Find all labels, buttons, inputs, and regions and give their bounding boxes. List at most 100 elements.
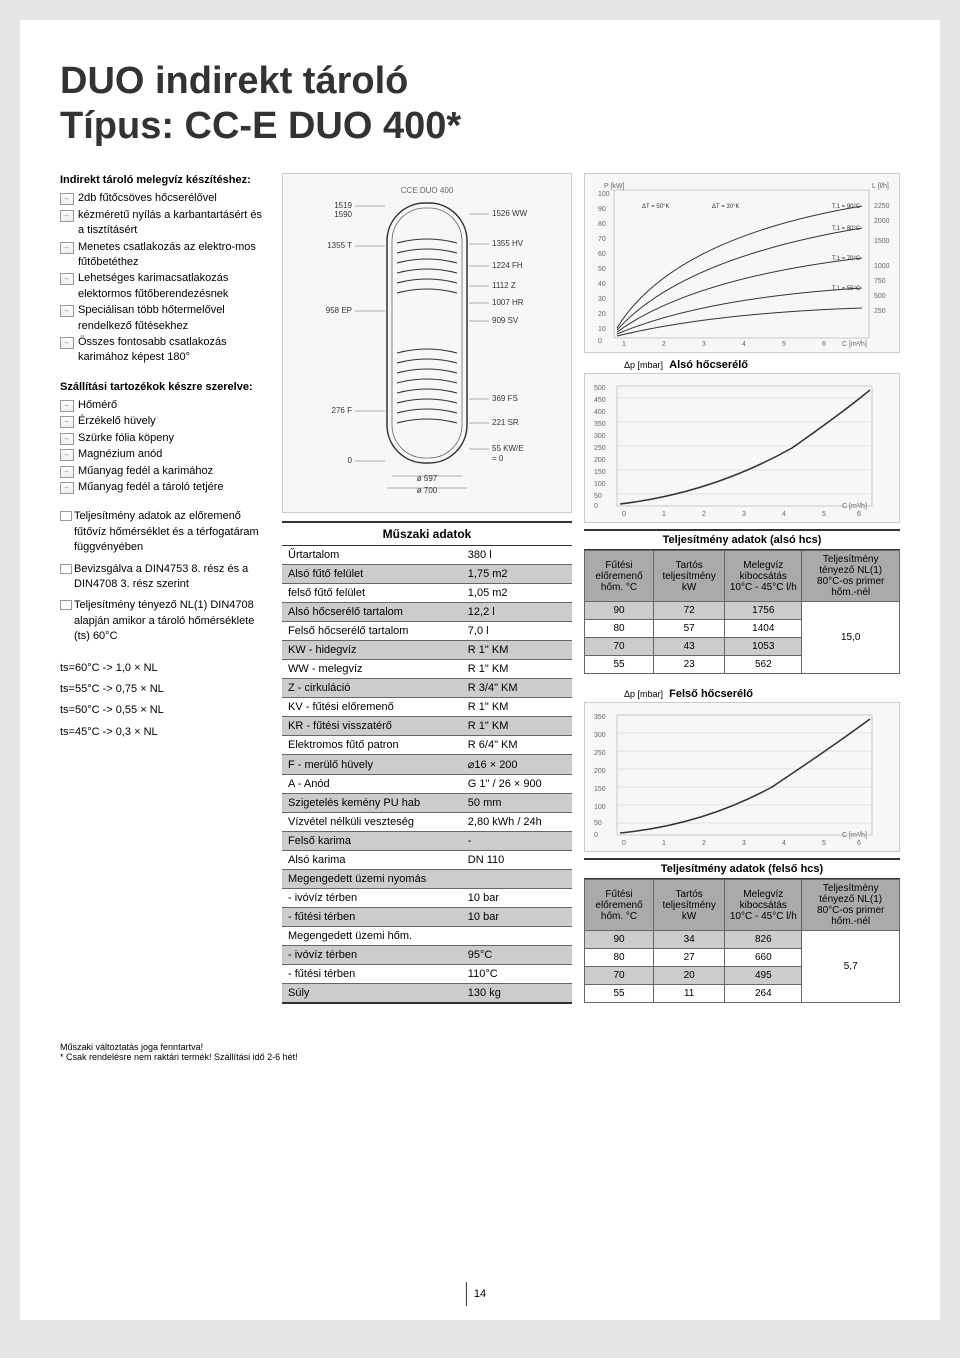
list-item: Menetes csatlakozás az elektro-mos fűtőb…: [60, 240, 270, 271]
list-item: Szürke fólia köpeny: [60, 431, 270, 446]
spec-label: KW - hidegvíz: [282, 641, 462, 660]
svg-text:4: 4: [782, 840, 786, 847]
table-row: Felső hőcserélő tartalom7,0 l: [282, 622, 572, 641]
spec-label: F - merülő hüvely: [282, 755, 462, 775]
svg-text:500: 500: [594, 385, 606, 392]
table-row: KV - fűtési előremenőR 1" KM: [282, 698, 572, 717]
table-row: Űrtartalom380 l: [282, 546, 572, 565]
spec-label: Súly: [282, 984, 462, 1004]
spec-value: 1,75 m2: [462, 565, 572, 584]
perf-cell: 826: [725, 931, 802, 949]
perf-cell: 55: [585, 656, 654, 674]
spec-value: ⌀16 × 200: [462, 755, 572, 775]
svg-text:3: 3: [742, 840, 746, 847]
perf-cell: 70: [585, 967, 654, 985]
spec-value: 1,05 m2: [462, 584, 572, 603]
perf-upper-caption: Teljesítmény adatok (felső hcs): [584, 858, 900, 879]
perf-lower-caption: Teljesítmény adatok (alsó hcs): [584, 529, 900, 550]
table-row: Alsó hőcserélő tartalom12,2 l: [282, 603, 572, 622]
table-row: Megengedett üzemi nyomás: [282, 870, 572, 889]
perf-cell: 1053: [725, 638, 802, 656]
perf-cell: 1404: [725, 620, 802, 638]
svg-text:ø 597: ø 597: [417, 474, 438, 483]
svg-text:300: 300: [594, 732, 606, 739]
svg-text:150: 150: [594, 786, 606, 793]
middle-column: CCE DUO 400 15191590 1355 T: [282, 173, 572, 1017]
spec-label: Felső karima: [282, 832, 462, 851]
svg-text:100: 100: [594, 481, 606, 488]
list-item: Magnézium anód: [60, 447, 270, 462]
note: Bevizsgálva a DIN4753 8. rész és a DIN47…: [60, 562, 270, 593]
svg-text:909 SV: 909 SV: [492, 316, 519, 325]
svg-text:2: 2: [702, 511, 706, 518]
spec-value: 7,0 l: [462, 622, 572, 641]
perf-table-upper: Teljesítmény adatok (felső hcs) Fűtési e…: [584, 858, 900, 1003]
table-row: - fűtési térben110°C: [282, 965, 572, 984]
svg-text:55 KW/E: 55 KW/E: [492, 444, 524, 453]
spec-value: [462, 870, 572, 889]
svg-text:5: 5: [822, 511, 826, 518]
footer-notes: Műszaki változtatás joga fenntartva! * C…: [60, 1042, 900, 1062]
svg-text:10: 10: [598, 326, 606, 333]
spec-label: A - Anód: [282, 775, 462, 794]
title-line2: Típus: CC-E DUO 400*: [60, 105, 900, 148]
svg-text:100: 100: [598, 191, 610, 198]
svg-text:1000: 1000: [874, 263, 890, 270]
svg-text:T,1 = 80°C: T,1 = 80°C: [832, 226, 861, 232]
svg-text:0: 0: [348, 456, 353, 465]
svg-text:ø 700: ø 700: [417, 486, 438, 495]
spec-value: 12,2 l: [462, 603, 572, 622]
svg-text:0: 0: [622, 840, 626, 847]
svg-text:100: 100: [594, 804, 606, 811]
spec-label: Vízvétel nélküli veszteség: [282, 813, 462, 832]
spec-label: - ivóvíz térben: [282, 889, 462, 908]
svg-text:1590: 1590: [334, 210, 352, 219]
svg-text:1355 HV: 1355 HV: [492, 239, 524, 248]
table-row: Megengedett üzemi hőm.: [282, 927, 572, 946]
left-column: Indirekt tároló melegvíz készítéshez: 2d…: [60, 173, 270, 1017]
page: DUO indirekt tároló Típus: CC-E DUO 400*…: [20, 20, 940, 1320]
table-row: WW - melegvízR 1" KM: [282, 660, 572, 679]
footer-note2: * Csak rendelésre nem raktári termék! Sz…: [60, 1052, 900, 1062]
spec-label: Alsó fűtő felület: [282, 565, 462, 584]
right-column: P [kW]L [l/h] 1009080706050403020100 225…: [584, 173, 900, 1017]
perf-cell: 72: [654, 602, 725, 620]
spec-label: Megengedett üzemi nyomás: [282, 870, 462, 889]
table-row: Vízvétel nélküli veszteség2,80 kWh / 24h: [282, 813, 572, 832]
svg-text:350: 350: [594, 421, 606, 428]
svg-text:1: 1: [662, 840, 666, 847]
svg-text:2: 2: [702, 840, 706, 847]
svg-text:3: 3: [702, 341, 706, 348]
svg-text:4: 4: [742, 341, 746, 348]
svg-text:1500: 1500: [874, 238, 890, 245]
svg-text:C [m³/h]: C [m³/h]: [842, 832, 867, 839]
svg-text:500: 500: [874, 293, 886, 300]
perf-header: Fűtési előremenő hőm. °C: [585, 880, 654, 931]
perf-cell: 264: [725, 985, 802, 1003]
perf-cell: 90: [585, 931, 654, 949]
list-item: Lehetséges karimacsatlakozás elektormos …: [60, 271, 270, 302]
svg-text:1007 HR: 1007 HR: [492, 298, 524, 307]
title-line1: DUO indirekt tároló: [60, 60, 900, 103]
three-column-layout: Indirekt tároló melegvíz készítéshez: 2d…: [60, 173, 900, 1017]
svg-text:200: 200: [594, 457, 606, 464]
chart-svg: 500450400350300250200150100500 0123456 C…: [592, 378, 892, 518]
svg-text:60: 60: [598, 251, 606, 258]
perf-header: Melegvíz kibocsátás 10°C - 45°C l/h: [725, 551, 802, 602]
svg-text:3: 3: [742, 511, 746, 518]
chart-svg: P [kW]L [l/h] 1009080706050403020100 225…: [592, 178, 892, 348]
table-row: Súly130 kg: [282, 984, 572, 1004]
svg-text:250: 250: [594, 750, 606, 757]
svg-text:L [l/h]: L [l/h]: [872, 183, 889, 190]
list-item: Műanyag fedél a karimához: [60, 464, 270, 479]
svg-text:2000: 2000: [874, 218, 890, 225]
spec-label: Z - cirkuláció: [282, 679, 462, 698]
spec-value: R 3/4" KM: [462, 679, 572, 698]
spec-value: 110°C: [462, 965, 572, 984]
perf-cell: 562: [725, 656, 802, 674]
spec-label: Felső hőcserélő tartalom: [282, 622, 462, 641]
note: Teljesítmény tényező NL(1) DIN4708 alapj…: [60, 598, 270, 644]
footer-note1: Műszaki változtatás joga fenntartva!: [60, 1042, 900, 1052]
table-row: KR - fűtési visszatérőR 1" KM: [282, 717, 572, 736]
table-row: F - merülő hüvely⌀16 × 200: [282, 755, 572, 775]
